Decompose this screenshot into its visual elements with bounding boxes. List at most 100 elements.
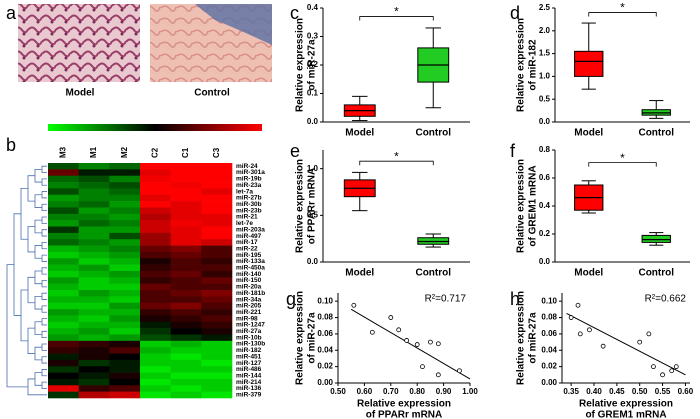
dendrogram <box>27 327 35 354</box>
heatmap-cell <box>140 283 171 291</box>
heatmap-cell <box>140 207 171 215</box>
heatmap-cell <box>170 315 202 323</box>
y-tick-label: 0.4 <box>539 201 551 210</box>
heatmap-cell <box>109 391 141 399</box>
heatmap-cell <box>201 277 233 284</box>
heatmap-cell <box>170 296 202 304</box>
x-tick-label: 0.60 <box>357 387 373 396</box>
row-label: miR-24 <box>236 163 258 170</box>
row-label: miR-451 <box>236 353 262 360</box>
heatmap-cell <box>170 220 202 227</box>
heatmap-cell <box>140 169 171 177</box>
heatmap-cell <box>109 226 141 234</box>
y-tick-label: 0.08 <box>317 313 333 322</box>
heatmap-cell <box>140 359 171 367</box>
dendrogram <box>27 226 35 253</box>
point <box>414 342 420 347</box>
heatmap-cell <box>140 366 171 373</box>
dendrogram <box>41 280 47 288</box>
y-tick-label: 0.8 <box>539 145 551 154</box>
point <box>637 339 643 345</box>
heatmap-cell <box>48 302 79 310</box>
y-axis-label: of miR-182 <box>528 39 539 91</box>
histology-image <box>18 4 140 82</box>
heatmap-cell <box>140 385 171 392</box>
heatmap-cell <box>78 175 110 183</box>
heatmap-cell <box>201 270 233 278</box>
heatmap-cell <box>48 347 79 354</box>
heatmap-cell <box>170 258 202 265</box>
heatmap-cell <box>78 391 110 399</box>
dendrogram <box>34 346 42 361</box>
row-label: miR-301a <box>236 169 265 176</box>
heatmap-cell <box>140 391 171 399</box>
heatmap-cell <box>140 340 171 348</box>
x-tick-label: 0.70 <box>383 387 399 396</box>
dendrogram <box>41 229 47 237</box>
dendrogram <box>41 178 47 186</box>
dendrogram <box>41 267 47 275</box>
heatmap-cell <box>78 188 110 196</box>
heatmap-cell <box>140 239 171 246</box>
dendrogram <box>41 356 47 364</box>
point <box>646 331 652 337</box>
point <box>669 368 675 374</box>
dendrogram <box>41 381 47 389</box>
heatmap-cell <box>170 175 202 183</box>
panel-letter: d <box>510 3 520 23</box>
heatmap-cell <box>170 207 202 215</box>
category-label: Control <box>415 268 451 279</box>
heatmap-cell <box>140 302 171 310</box>
row-label: miR-22 <box>236 245 258 252</box>
heatmap-cell <box>201 328 233 335</box>
heatmap-cell <box>78 163 110 170</box>
heatmap-cell <box>201 258 233 265</box>
heatmap-cell <box>48 169 79 177</box>
heatmap-cell <box>109 290 141 297</box>
point <box>568 315 574 320</box>
heatmap-cell <box>170 290 202 297</box>
heatmap-cell <box>48 340 79 348</box>
box <box>574 50 604 77</box>
heatmap-cell <box>170 359 202 367</box>
heatmap-cell <box>201 207 233 215</box>
heatmap-cell <box>48 290 79 297</box>
dendrogram <box>41 241 47 250</box>
dendrogram <box>41 305 47 313</box>
heatmap-cell <box>170 391 202 399</box>
heatmap-cell <box>201 309 233 316</box>
y-axis-label: Relative expression <box>516 159 527 253</box>
heatmap-cell <box>170 182 202 189</box>
image-label: Control <box>194 88 230 99</box>
heatmap-cell <box>48 264 79 272</box>
heatmap-cell <box>140 321 171 329</box>
heatmap-cell <box>48 182 79 189</box>
heatmap-cell <box>170 213 202 221</box>
point <box>396 327 402 333</box>
heatmap-cell <box>140 353 171 361</box>
heatmap-cell <box>170 309 202 316</box>
panel-letter: h <box>510 289 520 309</box>
heatmap-cell <box>140 264 171 272</box>
row-label: let-7e <box>236 220 253 227</box>
heatmap-cell <box>170 347 202 354</box>
heatmap-cell <box>140 258 171 265</box>
heatmap-cell <box>201 163 233 170</box>
heatmap-cell <box>78 169 110 177</box>
heatmap-cell <box>170 385 202 392</box>
significance-label: * <box>620 1 625 15</box>
heatmap-cell <box>201 251 233 259</box>
heatmap-cell <box>109 315 141 323</box>
heatmap-cell <box>170 372 202 380</box>
point <box>369 329 375 335</box>
dendrogram <box>41 203 47 212</box>
row-label: miR-10b <box>236 334 262 341</box>
heatmap-cell <box>140 372 171 380</box>
y-tick-label: 0.2 <box>307 60 319 69</box>
heatmap-cell <box>170 169 202 177</box>
annotation: R²=0.662 <box>645 294 687 305</box>
heatmap-cell <box>109 328 141 335</box>
category-label: Model <box>574 128 603 139</box>
dendrogram <box>34 168 42 183</box>
heatmap-cell <box>140 232 171 240</box>
